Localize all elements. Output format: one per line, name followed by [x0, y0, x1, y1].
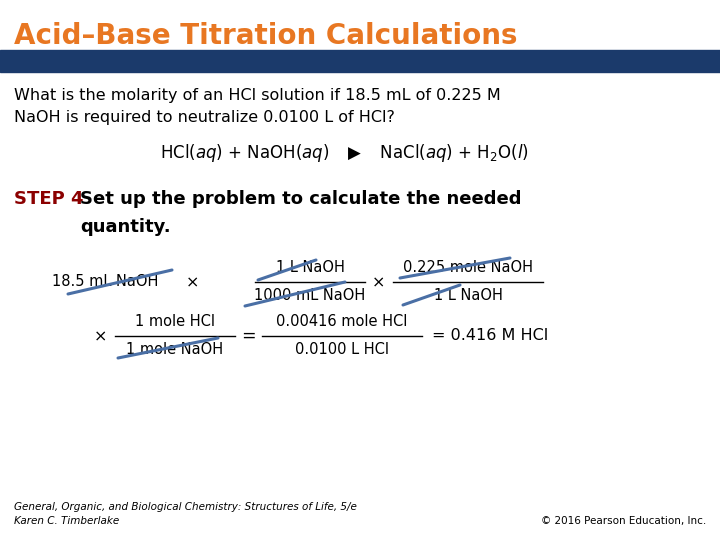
Text: 1 L NaOH: 1 L NaOH [276, 260, 344, 275]
Text: What is the molarity of an HCl solution if 18.5 mL of 0.225 M
NaOH is required t: What is the molarity of an HCl solution … [14, 88, 500, 125]
Text: 1000 mL NaOH: 1000 mL NaOH [254, 288, 366, 303]
Text: Set up the problem to calculate the needed: Set up the problem to calculate the need… [80, 190, 521, 208]
Text: Acid–Base Titration Calculations: Acid–Base Titration Calculations [14, 22, 518, 50]
Text: $\times$: $\times$ [94, 328, 107, 343]
Text: 0.225 mole NaOH: 0.225 mole NaOH [403, 260, 533, 275]
Text: 0.0100 L HCl: 0.0100 L HCl [295, 342, 389, 357]
Text: STEP 4: STEP 4 [14, 190, 84, 208]
Text: $\times$: $\times$ [185, 274, 199, 289]
Text: 1 L NaOH: 1 L NaOH [433, 288, 503, 303]
Text: © 2016 Pearson Education, Inc.: © 2016 Pearson Education, Inc. [541, 516, 706, 526]
Text: = 0.416 M HCl: = 0.416 M HCl [432, 328, 548, 343]
Bar [0, 50, 720, 72]
Text: 1 mole HCl: 1 mole HCl [135, 314, 215, 329]
Text: General, Organic, and Biological Chemistry: Structures of Life, 5/e
Karen C. Tim: General, Organic, and Biological Chemist… [14, 502, 357, 526]
Text: =: = [240, 327, 256, 345]
Text: 0.00416 mole HCl: 0.00416 mole HCl [276, 314, 408, 329]
Text: HCl($aq$) + NaOH($aq$)   $\blacktriangleright$   NaCl($aq$) + H$_2$O($l$): HCl($aq$) + NaOH($aq$) $\blacktriangleri… [160, 142, 528, 164]
Text: quantity.: quantity. [80, 218, 171, 236]
Text: 18.5 mL NaOH: 18.5 mL NaOH [52, 274, 158, 289]
Text: 1 mole NaOH: 1 mole NaOH [127, 342, 224, 357]
Text: $\times$: $\times$ [372, 274, 384, 289]
